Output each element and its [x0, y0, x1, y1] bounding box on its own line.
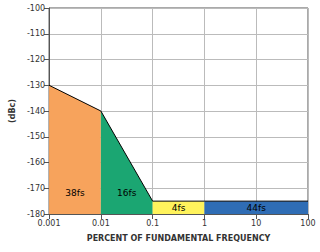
svg-text:-150: -150 [27, 132, 45, 141]
svg-text:-170: -170 [27, 184, 45, 193]
svg-text:-160: -160 [27, 158, 45, 167]
svg-text:-140: -140 [27, 107, 45, 116]
svg-text:-130: -130 [27, 81, 45, 90]
svg-text:-180: -180 [27, 210, 45, 219]
svg-text:0.1: 0.1 [146, 219, 159, 228]
svg-text:1: 1 [202, 219, 207, 228]
svg-text:0.01: 0.01 [92, 219, 110, 228]
svg-text:-120: -120 [27, 55, 45, 64]
svg-text:-100: -100 [27, 4, 45, 13]
svg-text:44fs: 44fs [247, 203, 267, 213]
svg-text:100: 100 [300, 219, 315, 228]
svg-text:-110: -110 [27, 29, 45, 38]
svg-text:0.001: 0.001 [38, 219, 61, 228]
svg-text:PERCENT OF FUNDAMENTAL FREQUEN: PERCENT OF FUNDAMENTAL FREQUENCY [87, 234, 271, 243]
svg-text:16fs: 16fs [117, 188, 137, 198]
svg-text:4fs: 4fs [172, 203, 186, 213]
svg-text:10: 10 [251, 219, 261, 228]
svg-text:(dBc): (dBc) [8, 99, 17, 123]
svg-text:38fs: 38fs [65, 188, 85, 198]
